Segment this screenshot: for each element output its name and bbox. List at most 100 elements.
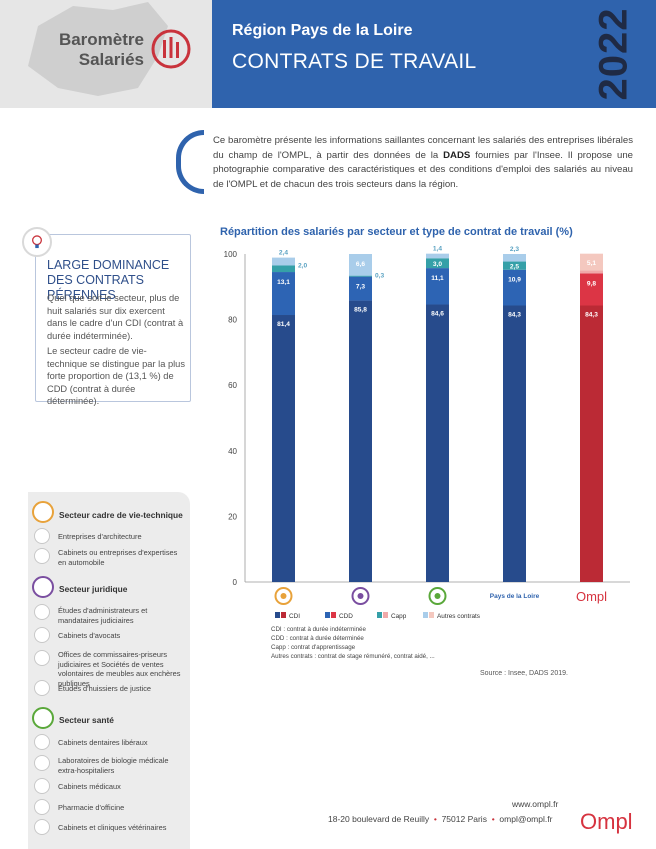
data-label: 10,9 xyxy=(508,277,521,284)
chart-note: CDI : contrat à durée indéterminée xyxy=(271,626,366,633)
data-label: 9,8 xyxy=(587,280,596,287)
sector-item: Études d'huissiers de justice xyxy=(58,684,152,693)
logo-line-1: Baromètre xyxy=(58,30,144,49)
footer-email[interactable]: ompl@ompl.fr xyxy=(499,814,553,824)
sector-legend-panel xyxy=(28,492,190,849)
footer-website[interactable]: www.ompl.fr xyxy=(512,799,559,809)
highlight-box xyxy=(35,234,191,402)
medical-icon xyxy=(34,778,50,794)
highlight-p2: Le secteur cadre de vie-technique se dis… xyxy=(47,346,185,406)
bar-segment xyxy=(580,270,603,274)
sector-item: Entreprises d'architecture xyxy=(58,532,142,541)
huissiers-icon xyxy=(34,680,50,696)
logo-line-2: Salariés xyxy=(78,50,144,69)
data-label: 84,3 xyxy=(585,311,598,318)
intro-text-1: Ce baromètre présente les informations s… xyxy=(213,135,633,161)
year-badge: 2022 xyxy=(572,0,656,108)
region-title: Région Pays de la Loire xyxy=(232,22,413,39)
highlight-p1: Quel que soit le secteur, plus de huit s… xyxy=(47,293,184,341)
sector-item: Pharmacie d'officine xyxy=(58,803,125,812)
data-label: 3,0 xyxy=(433,261,442,268)
laboratoire-icon xyxy=(34,755,50,771)
data-label: 11,1 xyxy=(431,275,444,282)
barometre-mark-icon xyxy=(151,29,191,69)
y-tick-label: 60 xyxy=(228,381,237,390)
data-label: 1,4 xyxy=(433,246,442,253)
bar-segment xyxy=(349,275,372,277)
legend-swatch xyxy=(383,612,388,618)
architecture-icon xyxy=(34,528,50,544)
data-label: 2,3 xyxy=(510,246,519,253)
footer-dot-icon: • xyxy=(489,814,498,824)
administrateurs-icon xyxy=(34,604,50,620)
pharmacie-icon xyxy=(34,799,50,815)
lightbulb-icon xyxy=(22,227,52,257)
data-label: 13,1 xyxy=(277,279,290,286)
chart-title: Répartition des salariés par secteur et … xyxy=(220,226,573,238)
data-label: 2,5 xyxy=(510,264,519,271)
region-map-icon xyxy=(28,2,168,96)
data-label: 2,0 xyxy=(298,262,307,269)
year-text: 2022 xyxy=(591,7,636,101)
bar-segment xyxy=(349,300,372,582)
legend-label: Autres contrats xyxy=(437,613,480,620)
data-label: 5,1 xyxy=(587,260,596,267)
chart-note: Capp : contrat d'apprentissage xyxy=(271,644,356,651)
data-label: 81,4 xyxy=(277,321,290,328)
sector-title-sante: Secteur santé xyxy=(59,715,114,725)
data-label: 0,3 xyxy=(375,273,384,280)
bar-segment xyxy=(349,276,372,301)
car-icon xyxy=(34,548,50,564)
juridique-icon xyxy=(32,576,54,598)
page-title: CONTRATS DE TRAVAIL xyxy=(232,50,477,73)
barometre-logo: Baromètre Salariés xyxy=(0,0,212,108)
ompl-logo: Ompl xyxy=(576,589,607,604)
bar-segment xyxy=(426,268,449,305)
data-label: 2,4 xyxy=(279,250,288,257)
legend-label: CDI xyxy=(289,613,300,620)
y-tick-label: 20 xyxy=(228,512,237,521)
bar-segment xyxy=(426,253,449,259)
legend-swatch xyxy=(377,612,382,618)
bar-segment xyxy=(503,261,526,270)
bar-segment xyxy=(272,265,295,273)
legend-swatch xyxy=(281,612,286,618)
sector-title-cadre: Secteur cadre de vie-technique xyxy=(59,510,183,520)
bar-segment xyxy=(426,304,449,582)
sector-item: Études d'administrateurs et mandataires … xyxy=(58,606,148,625)
bar-segment xyxy=(580,273,603,306)
footer-street: 18-20 boulevard de Reuilly xyxy=(328,814,430,824)
avocats-icon xyxy=(34,627,50,643)
data-label: 84,3 xyxy=(508,311,521,318)
intro-bracket xyxy=(176,130,204,194)
icon-dot xyxy=(280,593,287,599)
legend-swatch xyxy=(325,612,330,618)
legend-swatch xyxy=(275,612,280,618)
gavel-icon xyxy=(34,650,50,666)
highlight-body: Quel que soit le secteur, plus de huit s… xyxy=(47,292,185,411)
data-label: 84,6 xyxy=(431,311,444,318)
bar-segment xyxy=(503,269,526,306)
x-tick-label: Pays de la Loire xyxy=(490,593,540,600)
legend-swatch xyxy=(331,612,336,618)
veterinaire-icon xyxy=(34,819,50,835)
legend-label: CDD xyxy=(339,613,353,620)
cadre-de-vie-technique-icon xyxy=(32,501,54,523)
ompl-logo: Ompl xyxy=(580,809,633,834)
highlight-title: LARGE DOMINANCE DES CONTRATS PÉRENNES xyxy=(47,258,170,302)
bar-segment xyxy=(426,258,449,269)
sector-item: Cabinets médicaux xyxy=(58,782,121,791)
footer-address: 18-20 boulevard de Reuilly • 75012 Paris… xyxy=(328,814,552,824)
y-tick-label: 40 xyxy=(228,447,237,456)
y-tick-label: 80 xyxy=(228,316,237,325)
source-note: Source : Insee, DADS 2019. xyxy=(480,670,568,677)
bar-segment xyxy=(580,253,603,271)
bar-segment xyxy=(580,305,603,582)
bar-segment xyxy=(272,315,295,582)
sector-item: Offices de commissaires-priseurs judicia… xyxy=(58,650,181,688)
data-label: 7,3 xyxy=(356,284,365,291)
stacked-bar-chart: 0 20 40 60 80 100 81,4 13,1 2,0 2,4 85,8 7,3 0,3 6,6 8… xyxy=(224,246,630,660)
data-label: 85,8 xyxy=(354,307,367,314)
page-header: Baromètre Salariés Région Pays de la Loi… xyxy=(0,0,656,108)
legend-swatch xyxy=(423,612,428,618)
